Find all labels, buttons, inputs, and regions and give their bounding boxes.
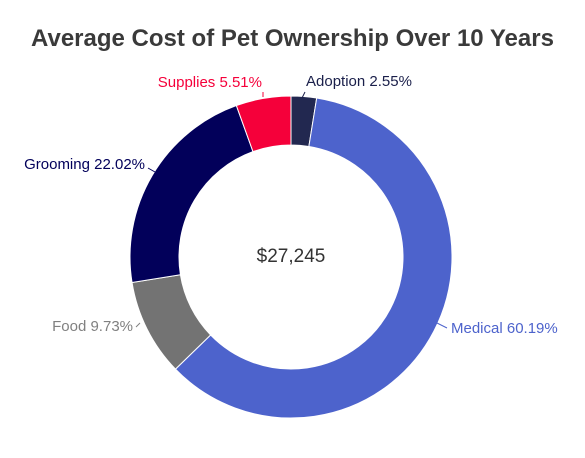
slice-label-adoption: Adoption 2.55%	[306, 73, 412, 90]
slice-supplies	[235, 95, 292, 153]
leader-line-food	[135, 322, 141, 328]
slice-labels: Adoption 2.55% Medical 60.19% Food 9.73% Gr…	[24, 73, 558, 337]
leader-line-grooming	[147, 167, 156, 173]
slice-medical	[174, 97, 453, 419]
slice-grooming	[129, 104, 254, 284]
leader-line-medical	[432, 320, 448, 329]
leader-line-adoption	[301, 91, 306, 99]
label-leader-lines	[135, 91, 448, 329]
center-total: $27,245	[257, 246, 326, 267]
chart-title: Average Cost of Pet Ownership Over 10 Ye…	[31, 25, 554, 52]
slice-label-grooming: Grooming 22.02%	[24, 156, 145, 173]
slice-label-supplies: Supplies 5.51%	[158, 74, 262, 91]
donut-slices	[129, 95, 453, 419]
slice-label-food: Food 9.73%	[52, 318, 133, 335]
slice-label-medical: Medical 60.19%	[451, 320, 558, 337]
